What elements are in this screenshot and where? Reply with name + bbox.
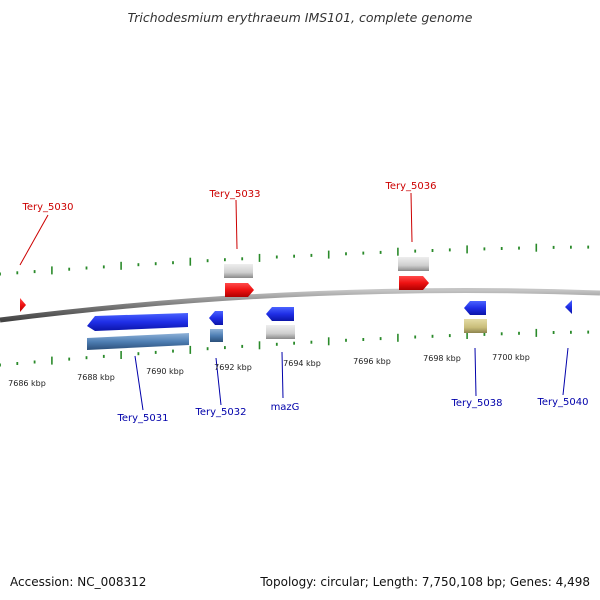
scale-label: 7690 kbp [146, 367, 184, 376]
scale-label: 7700 kbp [492, 353, 530, 362]
gene-tery-5032-arrow[interactable] [209, 311, 223, 325]
callout-mazg [281, 351, 284, 399]
callout-tery-5033 [235, 199, 238, 250]
callout-tery-5030 [19, 214, 49, 266]
gene-mazg-arrow[interactable] [266, 307, 294, 321]
gene-tery-5036-rna-box[interactable] [398, 257, 429, 271]
gene-tery-5036-arrow[interactable] [399, 276, 429, 290]
scale-label: 7692 kbp [214, 363, 252, 372]
label-tery-5032[interactable]: Tery_5032 [194, 407, 246, 418]
label-tery-5036[interactable]: Tery_5036 [384, 181, 436, 192]
gene-mazg-rna-box[interactable] [266, 325, 295, 339]
genome-summary-text: Topology: circular; Length: 7,750,108 bp… [260, 575, 590, 589]
callout-tery-5031 [134, 355, 144, 411]
gene-tery-5031-arrow[interactable] [87, 313, 188, 331]
label-mazg[interactable]: mazG [271, 402, 300, 413]
genome-title: Trichodesmium erythraeum IMS101, complet… [127, 10, 473, 25]
accession-text: Accession: NC_008312 [10, 575, 147, 589]
callout-tery-5032 [215, 357, 222, 406]
scale-label: 7694 kbp [283, 359, 321, 368]
scale-label: 7698 kbp [423, 354, 461, 363]
scale-label: 7686 kbp [8, 379, 46, 388]
scale-label: 7688 kbp [77, 373, 115, 382]
callout-tery-5036 [410, 192, 413, 243]
gene-tery-5033-rna-box[interactable] [224, 264, 253, 278]
label-tery-5030[interactable]: Tery_5030 [21, 202, 73, 213]
label-tery-5033[interactable]: Tery_5033 [208, 189, 260, 200]
label-tery-5040[interactable]: Tery_5040 [536, 397, 588, 408]
label-tery-5031[interactable]: Tery_5031 [116, 413, 168, 424]
gene-tery-5031-cds-box[interactable] [87, 333, 189, 350]
scale-ticks-bottom [0, 328, 590, 367]
gene-tery-5038-cds-box[interactable] [464, 319, 487, 333]
gene-tery-5033-arrow[interactable] [225, 283, 254, 297]
label-tery-5038[interactable]: Tery_5038 [450, 398, 502, 409]
gene-tery-5038-arrow[interactable] [464, 301, 486, 315]
callout-tery-5040 [562, 347, 569, 396]
scale-ticks-top [0, 243, 590, 276]
callout-tery-5038 [474, 347, 477, 397]
gene-tery-5030-arrow[interactable] [20, 298, 26, 312]
genome-backbone [0, 288, 600, 323]
gene-tery-5032-cds-box[interactable] [210, 329, 223, 342]
gene-tery-5040-arrow[interactable] [565, 300, 572, 314]
scale-label: 7696 kbp [353, 357, 391, 366]
